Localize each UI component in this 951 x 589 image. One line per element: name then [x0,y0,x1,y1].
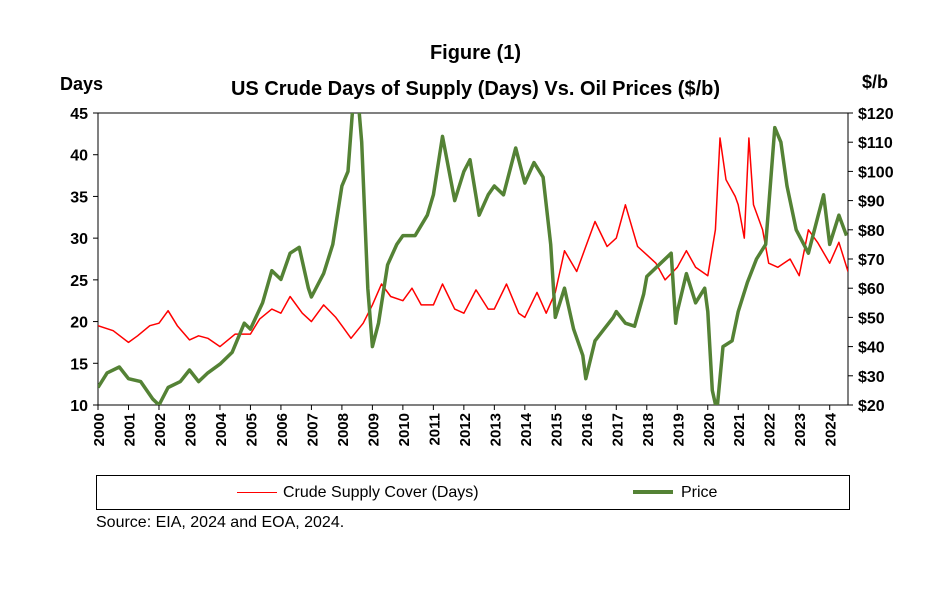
y-right-tick-label: $20 [858,398,885,415]
y-left-tick-label: 25 [70,273,88,290]
x-tick-label: 2023 [792,413,809,446]
legend-days-swatch [237,492,277,493]
legend-days-label: Crude Supply Cover (Days) [283,484,479,501]
source-note: Source: EIA, 2024 and EOA, 2024. [96,514,345,531]
x-tick-label: 2024 [823,412,840,446]
y-right-tick-label: $50 [858,310,885,327]
y-right-tick-label: $40 [858,340,885,357]
y-right-tick-label: $110 [858,135,893,152]
x-tick-label: 2004 [213,412,230,446]
legend-price-label: Price [681,484,718,501]
x-tick-label: 2016 [579,413,596,446]
x-tick-label: 2006 [274,413,291,446]
y-right-tick-label: $60 [858,281,885,298]
y-left-tick-label: 20 [70,315,88,332]
x-tick-label: 2014 [518,412,535,446]
x-tick-label: 2008 [335,413,352,446]
y-right-tick-label: $90 [858,194,885,211]
plot-area [97,112,849,406]
x-tick-label: 2003 [182,413,199,446]
y-right-tick-label: $80 [858,223,885,240]
y-left-tick-label: 35 [70,189,88,206]
x-tick-label: 2009 [365,413,382,446]
line-chart: 10 15 20 25 30 35 40 45 $20 $30 $40 $50 $60 $70 $80 $90… [70,106,894,446]
x-tick-label: 2005 [243,413,260,446]
left-axis-unit: Days [60,74,104,94]
x-tick-label: 2013 [487,413,504,446]
days-series-line [98,137,848,348]
right-axis-unit: $/b [862,72,889,92]
x-tick-label: 2022 [762,413,779,446]
price-series-line [98,113,848,405]
x-tick-label: 2001 [121,413,138,446]
x-tick-label: 2021 [731,413,748,446]
y-right-tick-label: $30 [858,369,885,386]
y-left-tick-label: 10 [70,398,88,415]
chart-title: US Crude Days of Supply (Days) Vs. Oil P… [230,78,721,100]
y-left-tick-label: 40 [70,148,88,165]
x-tick-label: 2011 [426,413,443,446]
x-tick-label: 2010 [396,413,413,446]
x-tick-label: 2012 [457,413,474,446]
x-tick-label: 2017 [609,413,626,446]
y-right-tick-label: $100 [858,164,894,181]
x-tick-label: 2020 [701,413,718,446]
y-right-tick-label: $120 [858,106,894,123]
y-left-tick-label: 45 [70,106,88,123]
y-left-tick-label: 30 [70,231,88,248]
y-right-tick-label: $70 [858,252,885,269]
x-tick-label: 2007 [304,413,321,446]
figure-label: Figure (1) [429,42,522,64]
x-tick-label: 2018 [640,413,657,446]
y-left-tick-label: 15 [70,356,88,373]
x-tick-label: 2002 [152,413,169,446]
x-tick-label: 2019 [670,413,687,446]
x-tick-label: 2000 [91,413,108,446]
x-tick-label: 2015 [548,413,565,446]
legend-price-swatch [633,490,673,494]
legend: Crude Supply Cover (Days) Price [96,475,850,510]
